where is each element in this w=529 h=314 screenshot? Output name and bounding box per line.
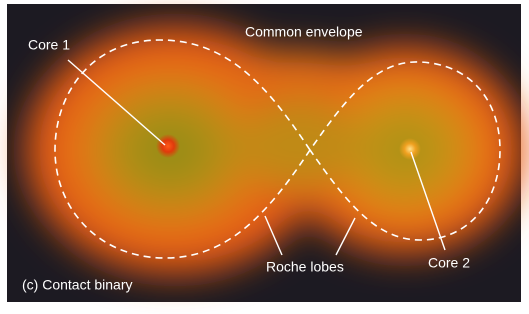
core-2	[399, 138, 421, 160]
core-1-label: Core 1	[28, 37, 70, 53]
envelope-label: Common envelope	[245, 24, 363, 40]
roche-label: Roche lobes	[266, 259, 344, 275]
caption: (c) Contact binary	[22, 277, 132, 293]
core-1	[156, 134, 180, 158]
diagram: Core 1 Common envelope Core 2 Roche lobe…	[0, 0, 529, 314]
core-2-label: Core 2	[428, 255, 470, 271]
